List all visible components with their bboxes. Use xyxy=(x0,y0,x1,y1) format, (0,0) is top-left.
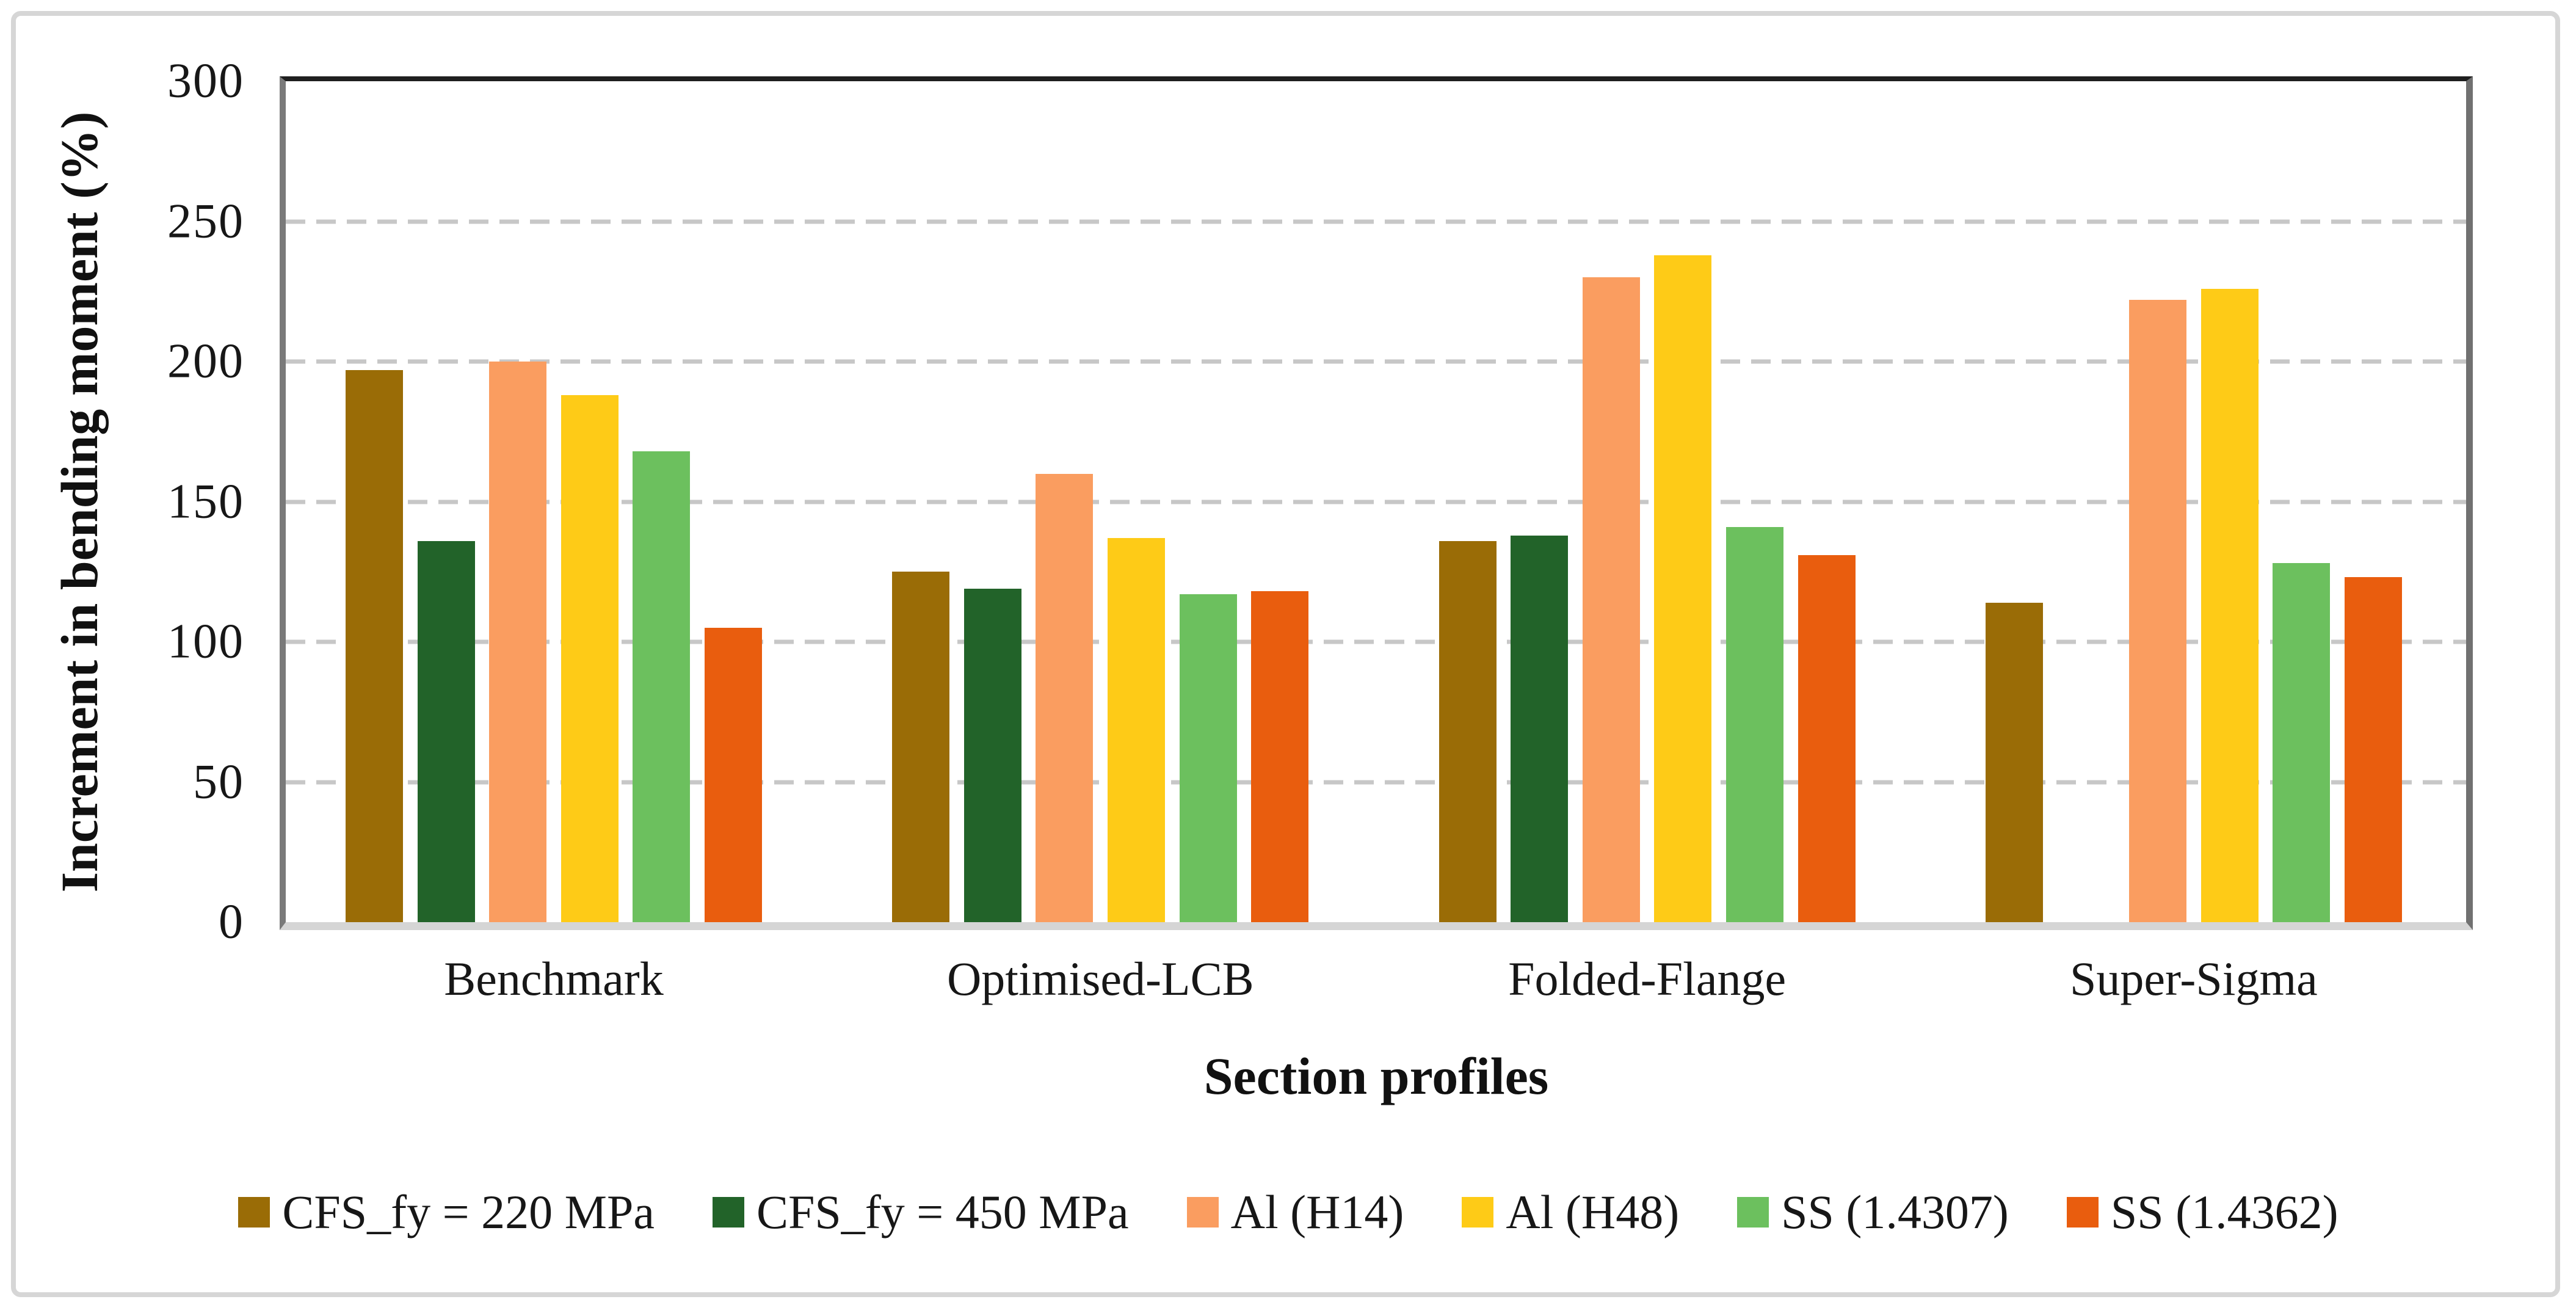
legend-swatch-icon xyxy=(238,1197,270,1228)
legend-item-ss-1-4307-: SS (1.4307) xyxy=(1737,1185,2009,1240)
y-tick-label-250: 250 xyxy=(167,194,244,248)
bar-cfs-fy-450-mpa-benchmark xyxy=(417,540,475,922)
gridline-250 xyxy=(286,219,2466,224)
legend-swatch-icon xyxy=(2066,1197,2099,1228)
bar-cfs-fy-220-mpa-optimised-lcb xyxy=(892,572,950,922)
plot-area xyxy=(280,76,2473,930)
y-tick-label-50: 50 xyxy=(193,755,244,809)
legend-item-cfs-fy-450-mpa: CFS_fy = 450 MPa xyxy=(713,1185,1129,1240)
legend-item-al-h14-: Al (H14) xyxy=(1186,1185,1404,1240)
bar-ss-1-4307--folded-flange xyxy=(1725,526,1783,922)
gridline-100 xyxy=(286,639,2466,644)
bar-al-h14--super-sigma xyxy=(2129,300,2187,922)
y-axis-tick-labels: 300 250 200 150 100 50 0 xyxy=(0,54,244,949)
bar-ss-1-4362--optimised-lcb xyxy=(1251,591,1309,922)
bar-ss-1-4362--folded-flange xyxy=(1798,555,1856,922)
legend-item-cfs-fy-220-mpa: CFS_fy = 220 MPa xyxy=(238,1185,655,1240)
legend-swatch-icon xyxy=(1186,1197,1219,1228)
legend-swatch-icon xyxy=(1462,1197,1494,1228)
legend-label: Al (H14) xyxy=(1230,1185,1404,1238)
bar-group-super-sigma xyxy=(1985,81,2402,922)
bar-al-h48--folded-flange xyxy=(1654,255,1712,922)
bar-ss-1-4307--optimised-lcb xyxy=(1179,594,1237,922)
bar-al-h48--optimised-lcb xyxy=(1108,538,1166,922)
gridline-150 xyxy=(286,500,2466,504)
legend-label: CFS_fy = 220 MPa xyxy=(282,1185,655,1238)
bar-group-benchmark xyxy=(346,81,762,922)
bar-cfs-fy-220-mpa-benchmark xyxy=(346,369,403,922)
category-label-folded-flange: Folded-Flange xyxy=(1508,952,1787,1005)
y-tick-label-0: 0 xyxy=(219,895,244,949)
bar-al-h48--super-sigma xyxy=(2200,288,2259,922)
bar-ss-1-4362--super-sigma xyxy=(2344,577,2402,922)
bar-al-h14--folded-flange xyxy=(1582,277,1640,922)
legend-item-al-h48-: Al (H48) xyxy=(1462,1185,1679,1240)
bar-ss-1-4362--benchmark xyxy=(704,628,762,922)
y-tick-label-200: 200 xyxy=(167,334,244,388)
bar-ss-1-4307--super-sigma xyxy=(2273,563,2331,922)
category-label-super-sigma: Super-Sigma xyxy=(2070,952,2318,1005)
bar-al-h48--benchmark xyxy=(561,395,619,922)
bar-al-h14--benchmark xyxy=(489,362,547,922)
gridline-200 xyxy=(286,359,2466,364)
x-axis-category-labels: Benchmark Optimised-LCB Folded-Flange Super… xyxy=(286,951,2466,1019)
category-label-optimised-lcb: Optimised-LCB xyxy=(946,952,1254,1005)
legend: CFS_fy = 220 MPa CFS_fy = 450 MPa Al (H14)… xyxy=(147,1185,2430,1240)
bar-group-folded-flange xyxy=(1439,81,1856,922)
category-label-benchmark: Benchmark xyxy=(444,952,664,1005)
x-axis-title: Section profiles xyxy=(1203,1047,1549,1105)
bar-al-h14--optimised-lcb xyxy=(1036,473,1094,922)
legend-item-ss-1-4362-: SS (1.4362) xyxy=(2066,1185,2338,1240)
legend-label: SS (1.4307) xyxy=(1781,1185,2009,1238)
bar-group-optimised-lcb xyxy=(892,81,1309,922)
legend-label: SS (1.4362) xyxy=(2110,1185,2338,1238)
legend-swatch-icon xyxy=(713,1197,744,1228)
legend-label: CFS_fy = 450 MPa xyxy=(756,1185,1129,1238)
bar-ss-1-4307--benchmark xyxy=(633,451,691,922)
bar-cfs-fy-450-mpa-folded-flange xyxy=(1511,535,1569,922)
gridline-50 xyxy=(286,780,2466,784)
bar-cfs-fy-220-mpa-super-sigma xyxy=(1985,602,2043,922)
bar-cfs-fy-220-mpa-folded-flange xyxy=(1439,540,1497,922)
y-tick-label-300: 300 xyxy=(167,54,244,108)
bar-cfs-fy-450-mpa-optimised-lcb xyxy=(963,588,1021,922)
y-tick-label-150: 150 xyxy=(167,475,244,528)
legend-swatch-icon xyxy=(1737,1197,1769,1228)
legend-label: Al (H48) xyxy=(1506,1185,1680,1238)
y-tick-label-100: 100 xyxy=(167,614,244,669)
